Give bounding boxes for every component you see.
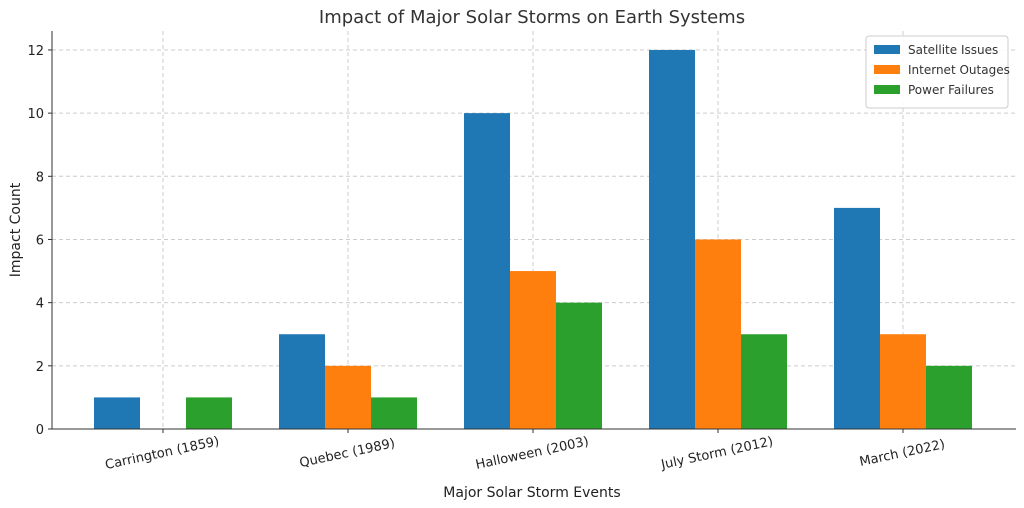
legend: Satellite Issues Internet Outages Power Fa… [865,35,1010,109]
y-tick-label: 10 [27,107,44,122]
y-tick-label: 2 [36,360,44,375]
bar-power-failures [556,302,602,429]
y-tick-label: 0 [36,423,44,438]
bars [94,49,972,429]
legend-label: Internet Outages [908,63,1010,77]
bar-power-failures [371,397,417,429]
y-tick-label: 12 [27,44,44,59]
y-tick-label: 4 [36,297,44,312]
legend-label: Satellite Issues [908,43,998,57]
bar-power-failures [186,397,232,429]
bar-satellite-issues [464,113,510,429]
x-tick-label: July Storm (2012) [659,434,775,473]
bar-internet-outages [325,365,371,429]
y-tick-label: 8 [36,170,44,185]
x-tick-label: March (2022) [858,437,946,470]
bar-internet-outages [510,271,556,429]
y-tick-label: 6 [36,233,44,248]
bar-satellite-issues [279,334,325,429]
y-axis-label: Impact Count [8,182,24,277]
x-tick-label: Quebec (1989) [298,436,396,471]
chart-title: Impact of Major Solar Storms on Earth Sy… [319,7,745,28]
legend-box [865,35,1009,109]
x-tick-label: Carrington (1859) [104,434,221,473]
legend-label: Power Failures [908,83,994,97]
legend-swatch [874,85,900,94]
x-axis-label: Major Solar Storm Events [443,485,620,501]
legend-swatch [874,65,900,74]
legend-swatch [874,45,900,54]
bar-satellite-issues [834,207,880,429]
bar-satellite-issues [649,49,695,429]
bar-power-failures [741,334,787,429]
x-tick-label: Halloween (2003) [474,434,590,473]
bar-satellite-issues [94,397,140,429]
bar-internet-outages [695,239,741,429]
bar-power-failures [926,365,972,429]
bar-internet-outages [880,334,926,429]
axes [48,31,1016,433]
